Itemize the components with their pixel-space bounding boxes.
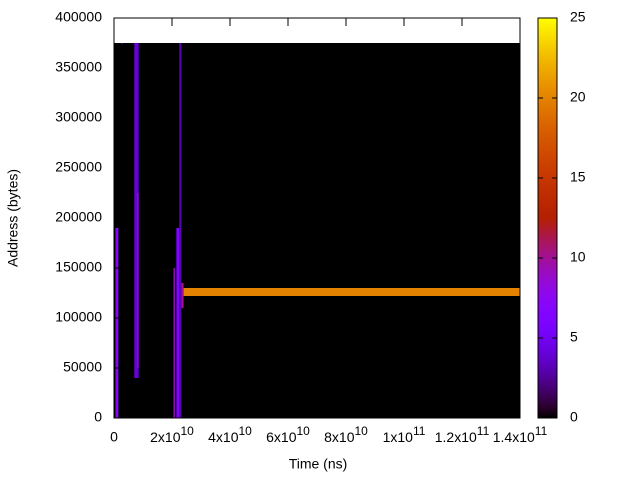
heatmap-cell bbox=[179, 43, 182, 418]
y-tick-label: 350000 bbox=[55, 59, 102, 75]
y-axis-label: Address (bytes) bbox=[5, 169, 21, 267]
colorbar-tick-label: 25 bbox=[570, 9, 586, 25]
y-tick-label: 100000 bbox=[55, 309, 102, 325]
heatmap-cell bbox=[137, 193, 139, 368]
y-tick-label: 150000 bbox=[55, 259, 102, 275]
x-tick-mantissa: 4x10 bbox=[208, 429, 239, 445]
colorbar-tick-label: 20 bbox=[570, 89, 586, 105]
x-tick-exponent: 11 bbox=[535, 424, 548, 438]
x-tick-label: 1x1011 bbox=[383, 424, 426, 445]
heatmap-cell bbox=[134, 43, 139, 378]
x-tick-label: 1.4x1011 bbox=[493, 424, 548, 445]
colorbar bbox=[537, 17, 558, 419]
x-tick-mantissa: 6x10 bbox=[266, 429, 297, 445]
x-tick-exponent: 10 bbox=[239, 424, 253, 438]
x-tick-exponent: 10 bbox=[355, 424, 369, 438]
heatmap-cell bbox=[173, 268, 175, 418]
x-tick-exponent: 10 bbox=[181, 424, 195, 438]
y-tick-label: 0 bbox=[94, 409, 102, 425]
x-tick-mantissa: 1x10 bbox=[383, 429, 414, 445]
x-tick-label: 1.2x1011 bbox=[435, 424, 490, 445]
x-tick-label: 8x1010 bbox=[324, 424, 368, 445]
x-tick-label: 2x1010 bbox=[150, 424, 194, 445]
x-tick-exponent: 11 bbox=[477, 424, 490, 438]
heatmap-cell bbox=[183, 288, 520, 296]
x-tick-mantissa: 1.4x10 bbox=[493, 429, 535, 445]
heatmap-cell bbox=[115, 228, 119, 418]
x-tick-label: 0 bbox=[110, 429, 118, 445]
colorbar-tick-label: 10 bbox=[570, 249, 586, 265]
heatmap-cell bbox=[176, 228, 180, 418]
x-tick-mantissa: 2x10 bbox=[150, 429, 181, 445]
heatmap-cell bbox=[121, 43, 123, 44]
y-tick-label: 50000 bbox=[63, 359, 102, 375]
x-tick-mantissa: 1.2x10 bbox=[435, 429, 477, 445]
colorbar-tick-label: 15 bbox=[570, 169, 586, 185]
heatmap-cell bbox=[181, 283, 184, 308]
x-tick-label: 4x1010 bbox=[208, 424, 252, 445]
y-tick-label: 200000 bbox=[55, 209, 102, 225]
colorbar-tick-label: 5 bbox=[570, 329, 578, 345]
x-axis-label: Time (ns) bbox=[289, 456, 348, 472]
y-tick-label: 250000 bbox=[55, 159, 102, 175]
y-tick-label: 400000 bbox=[55, 9, 102, 25]
heatmap-cell bbox=[114, 43, 520, 418]
y-tick-label: 300000 bbox=[55, 109, 102, 125]
x-tick-label: 6x1010 bbox=[266, 424, 310, 445]
colorbar-tick-label: 0 bbox=[570, 409, 578, 425]
x-tick-exponent: 10 bbox=[297, 424, 311, 438]
x-tick-exponent: 11 bbox=[413, 424, 426, 438]
x-tick-mantissa: 8x10 bbox=[324, 429, 355, 445]
